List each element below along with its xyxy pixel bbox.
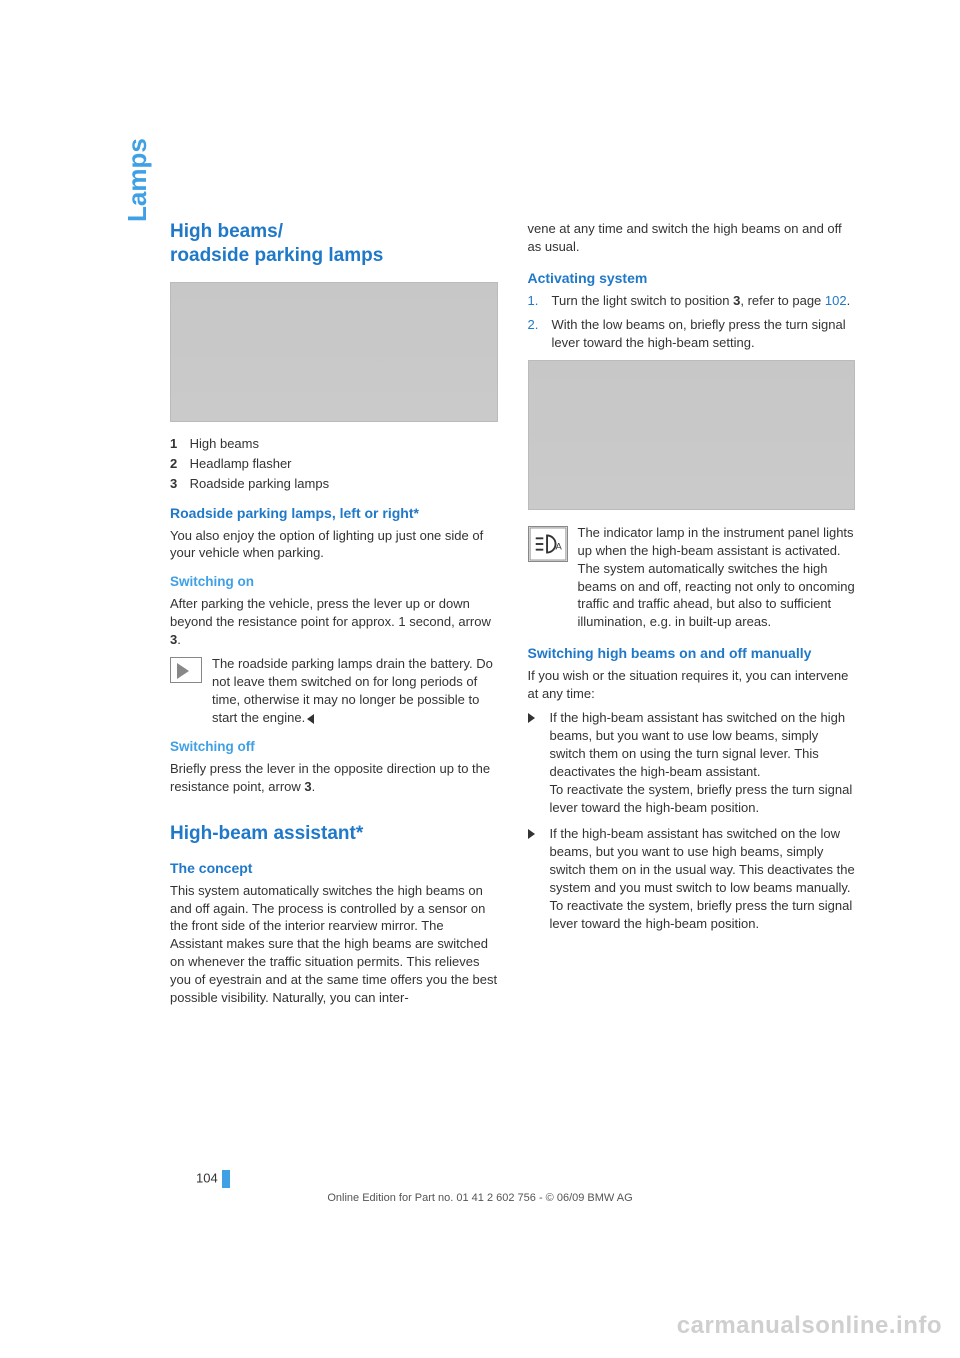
- switching-on-text-a: After parking the vehicle, press the lev…: [170, 596, 491, 629]
- list-1-a: Turn the light switch to position: [552, 293, 734, 308]
- list-text-1: Turn the light switch to position 3, ref…: [552, 292, 851, 310]
- switching-on-body: After parking the vehicle, press the lev…: [170, 595, 498, 649]
- legend-1-text: High beams: [190, 436, 259, 451]
- page-number: 104: [196, 1170, 230, 1188]
- switching-off-text-c: .: [312, 779, 316, 794]
- note-icon: [170, 657, 202, 683]
- right-column: vene at any time and switch the high bea…: [528, 220, 856, 1013]
- list-1-d: .: [847, 293, 851, 308]
- heading-high-beams: High beams/ roadside parking lamps: [170, 220, 498, 268]
- manual-body: If you wish or the situation requires it…: [528, 667, 856, 703]
- section-label: Lamps: [122, 138, 153, 222]
- high-beam-indicator-icon: A: [528, 526, 568, 562]
- bullet-icon: [528, 825, 540, 933]
- activating-list: 1. Turn the light switch to position 3, …: [528, 292, 856, 352]
- list-1-c: , refer to page: [740, 293, 825, 308]
- battery-note-body: The roadside parking lamps drain the bat…: [212, 656, 493, 725]
- heading-line-1: High beams/: [170, 221, 283, 242]
- left-column: High beams/ roadside parking lamps 1 Hig…: [170, 220, 498, 1013]
- bullet-2: If the high-beam assistant has switched …: [528, 825, 856, 933]
- list-num-2: 2.: [528, 316, 544, 352]
- concept-body: This system automatically switches the h…: [170, 882, 498, 1008]
- heading-manual-switch: Switching high beams on and off manually: [528, 645, 856, 661]
- legend-3-text: Roadside parking lamps: [190, 476, 329, 491]
- page-link-102[interactable]: 102: [825, 293, 847, 308]
- heading-activating: Activating system: [528, 270, 856, 286]
- watermark: carmanualsonline.info: [677, 1312, 942, 1340]
- lever-illustration: [170, 282, 498, 422]
- legend-1: 1 High beams: [170, 436, 498, 451]
- legend-1-num: 1: [170, 436, 186, 451]
- page-number-value: 104: [196, 1170, 218, 1185]
- heading-concept: The concept: [170, 860, 498, 876]
- legend-2: 2 Headlamp flasher: [170, 456, 498, 471]
- activating-item-2: 2. With the low beams on, briefly press …: [528, 316, 856, 352]
- heading-high-beam-assistant: High-beam assistant*: [170, 822, 498, 846]
- battery-note: The roadside parking lamps drain the bat…: [170, 655, 498, 727]
- end-mark-icon: [307, 714, 314, 724]
- switching-off-arrow-num: 3: [304, 779, 311, 794]
- activating-item-1: 1. Turn the light switch to position 3, …: [528, 292, 856, 310]
- legend-3-num: 3: [170, 476, 186, 491]
- battery-note-text: The roadside parking lamps drain the bat…: [212, 655, 498, 727]
- svg-text:A: A: [555, 541, 562, 552]
- indicator-note: A The indicator lamp in the instrument p…: [528, 524, 856, 632]
- roadside-body: You also enjoy the option of lighting up…: [170, 527, 498, 563]
- legend-2-text: Headlamp flasher: [190, 456, 292, 471]
- page-number-bar: [222, 1170, 230, 1188]
- bullet-1-text: If the high-beam assistant has switched …: [550, 709, 856, 817]
- switching-on-text-c: .: [177, 632, 181, 647]
- switching-off-body: Briefly press the lever in the opposite …: [170, 760, 498, 796]
- heading-line-2: roadside parking lamps: [170, 245, 383, 266]
- bullet-2-text: If the high-beam assistant has switched …: [550, 825, 856, 933]
- assistant-illustration: [528, 360, 856, 510]
- continuation-body: vene at any time and switch the high bea…: [528, 220, 856, 256]
- indicator-note-text: The indicator lamp in the instrument pan…: [578, 524, 856, 632]
- footer-text: Online Edition for Part no. 01 41 2 602 …: [0, 1192, 960, 1204]
- list-num-1: 1.: [528, 292, 544, 310]
- legend-3: 3 Roadside parking lamps: [170, 476, 498, 491]
- bullet-icon: [528, 709, 540, 817]
- bullet-1: If the high-beam assistant has switched …: [528, 709, 856, 817]
- heading-roadside: Roadside parking lamps, left or right*: [170, 505, 498, 521]
- legend-2-num: 2: [170, 456, 186, 471]
- heading-switching-on: Switching on: [170, 574, 498, 589]
- switching-off-text-a: Briefly press the lever in the opposite …: [170, 761, 490, 794]
- list-text-2: With the low beams on, briefly press the…: [552, 316, 856, 352]
- heading-switching-off: Switching off: [170, 739, 498, 754]
- manual-bullets: If the high-beam assistant has switched …: [528, 709, 856, 932]
